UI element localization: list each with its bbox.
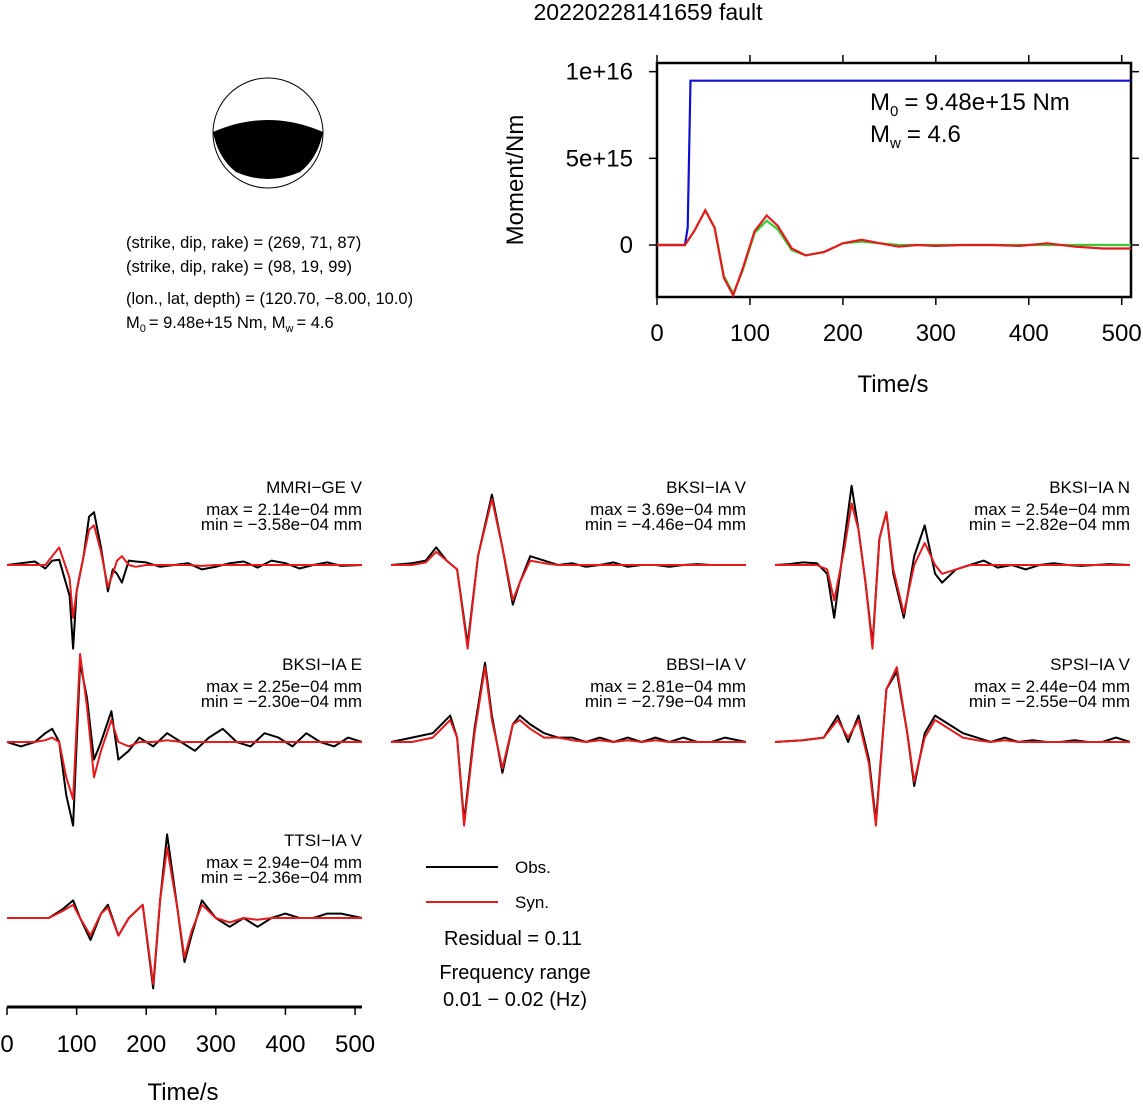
- station-name: BKSI−IA E: [282, 655, 362, 674]
- synthetic-trace: [391, 498, 746, 650]
- station-max: max = 2.94e−04 mm: [206, 853, 362, 872]
- time-axis-tick-label: 100: [57, 1031, 97, 1058]
- time-axis-tick-label: 0: [0, 1031, 13, 1058]
- moment-ylabel: Moment/Nm: [502, 115, 529, 246]
- frequency-value: 0.01 − 0.02 (Hz): [443, 989, 587, 1011]
- moment-series-rate-red: [657, 207, 1131, 299]
- station-max: max = 2.81e−04 mm: [590, 677, 746, 696]
- station-name: MMRI−GE V: [266, 478, 363, 497]
- station-max: max = 2.44e−04 mm: [974, 677, 1130, 696]
- fault-plane-1: (strike, dip, rake) = (269, 71, 87): [126, 234, 361, 252]
- station-name: TTSI−IA V: [284, 831, 363, 850]
- figure-title: 20220228141659 fault: [534, 0, 764, 25]
- beachball: [212, 77, 324, 189]
- station-name: BKSI−IA N: [1049, 478, 1130, 497]
- station-name: BKSI−IA V: [666, 478, 747, 497]
- moment-lines: [657, 79, 1131, 299]
- station-min: min = −2.82e−04 mm: [969, 515, 1130, 534]
- m0-annotation-value: = 9.48e+15 Nm: [904, 89, 1069, 116]
- legend: Obs. Syn. Residual = 0.11 Frequency rang…: [426, 858, 591, 1011]
- moment-ytick-label: 5e+15: [566, 145, 633, 172]
- station-name: BBSI−IA V: [666, 655, 747, 674]
- time-axis-tick-label: 500: [335, 1031, 375, 1058]
- legend-obs-label: Obs.: [515, 858, 551, 877]
- station-max: max = 3.69e−04 mm: [590, 500, 746, 519]
- beachball-compression-quadrant: [213, 120, 323, 179]
- legend-syn-label: Syn.: [515, 893, 549, 912]
- mw-annotation-value: = 4.6: [907, 121, 961, 148]
- station-min: min = −2.36e−04 mm: [201, 868, 362, 887]
- moment-plot-frame: [655, 61, 1133, 299]
- time-axis-tick-label: 200: [126, 1031, 166, 1058]
- synthetic-trace: [391, 666, 746, 827]
- observed-trace: [774, 484, 1131, 646]
- station-min: min = −3.58e−04 mm: [201, 515, 362, 534]
- moment-text: = 9.48e+15 Nm, M: [149, 314, 286, 332]
- station-max: max = 2.54e−04 mm: [974, 500, 1130, 519]
- time-axis-tick-label: 400: [265, 1031, 305, 1058]
- station-min: min = −2.55e−04 mm: [969, 692, 1130, 711]
- station-min: min = −2.30e−04 mm: [201, 692, 362, 711]
- residual-text: Residual = 0.11: [444, 928, 582, 950]
- moment-series-rate-green: [657, 207, 1131, 297]
- synthetic-trace: [774, 666, 1130, 827]
- moment-axes: 0 100 200 300 400 500 0 5e+15 1e+16: [566, 55, 1142, 347]
- m0-subscript: 0: [140, 323, 146, 335]
- m0-symbol: M: [126, 314, 140, 332]
- moment-xlabel: Time/s: [857, 371, 928, 398]
- hypocenter-location: (lon., lat, depth) = (120.70, −8.00, 10.…: [126, 290, 413, 308]
- waveform-time-axis: 0 100 200 300 400 500: [0, 1005, 375, 1058]
- moment-xtick-label: 100: [730, 320, 770, 347]
- station-max: max = 2.25e−04 mm: [206, 677, 362, 696]
- moment-xtick-label: 400: [1009, 320, 1049, 347]
- synthetic-trace: [7, 653, 362, 801]
- mw-annotation-sub: w: [889, 135, 901, 152]
- station-max: max = 2.14e−04 mm: [206, 500, 362, 519]
- mw-subscript: w: [285, 323, 294, 335]
- moment-xtick-label: 0: [650, 320, 663, 347]
- synthetic-trace: [7, 524, 362, 619]
- station-min: min = −4.46e−04 mm: [585, 515, 746, 534]
- mw-annotation: Mw = 4.6: [870, 121, 961, 152]
- mw-annotation-symbol: M: [870, 121, 890, 148]
- source-info: (strike, dip, rake) = (269, 71, 87) (str…: [126, 234, 413, 335]
- mw-text: = 4.6: [297, 314, 334, 332]
- waveform-xlabel: Time/s: [147, 1079, 218, 1104]
- moment-xtick-label: 500: [1102, 320, 1142, 347]
- moment-ytick-label: 0: [620, 232, 633, 259]
- moment-summary: M0 = 9.48e+15 Nm, Mw = 4.6: [126, 314, 334, 335]
- m0-annotation: M0 = 9.48e+15 Nm: [870, 89, 1070, 120]
- frequency-title: Frequency range: [439, 962, 590, 984]
- moment-ytick-label: 1e+16: [566, 59, 633, 86]
- observed-trace: [6, 511, 363, 650]
- fault-plane-2: (strike, dip, rake) = (98, 19, 99): [126, 258, 352, 276]
- station-min: min = −2.79e−04 mm: [585, 692, 746, 711]
- synthetic-trace: [775, 502, 1130, 650]
- moment-xtick-label: 200: [823, 320, 863, 347]
- time-axis-tick-label: 300: [196, 1031, 236, 1058]
- synthetic-trace: [7, 846, 362, 985]
- m0-annotation-sub: 0: [890, 103, 898, 120]
- m0-annotation-symbol: M: [870, 89, 890, 116]
- station-name: SPSI−IA V: [1050, 655, 1131, 674]
- moment-xtick-label: 300: [916, 320, 956, 347]
